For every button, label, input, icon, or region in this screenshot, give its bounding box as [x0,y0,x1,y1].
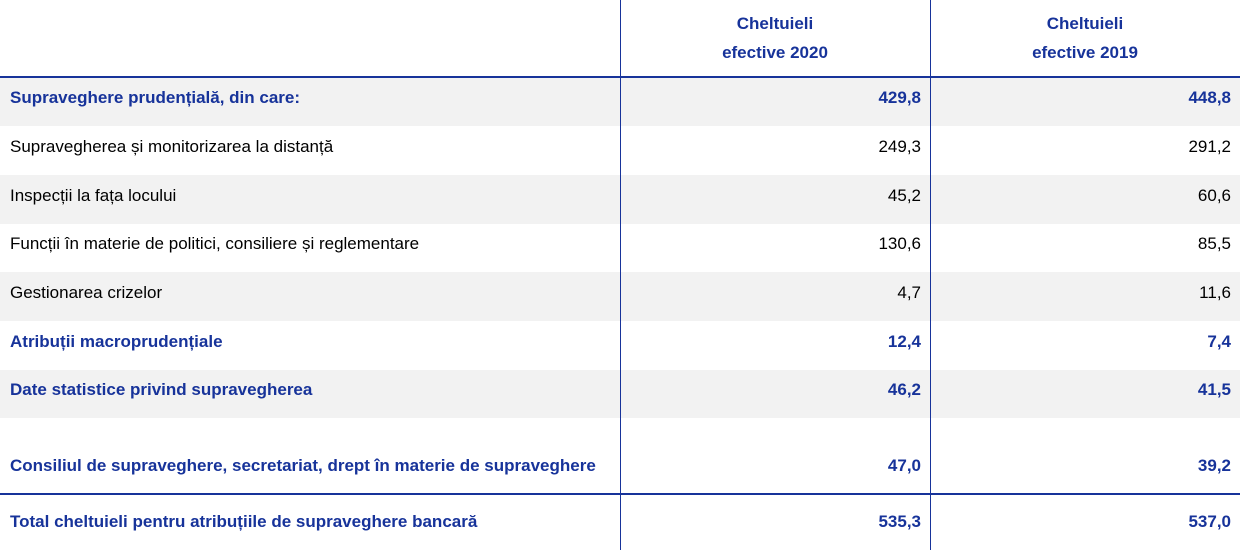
row-label: Supravegherea și monitorizarea la distan… [10,137,334,156]
row-value: 429,8 [878,88,921,107]
row-value: 448,8 [1188,88,1231,107]
table-row: Supravegherea și monitorizarea la distan… [0,126,1240,175]
column-divider [930,0,931,550]
column-header: Cheltuieli efective 2019 [1032,14,1138,62]
row-label: Consiliul de supraveghere, secretariat, … [10,456,596,475]
row-value: 11,6 [1199,283,1231,302]
row-value: 130,6 [878,234,921,253]
row-value: 85,5 [1197,234,1231,253]
row-label: Date statistice privind supravegherea [10,380,313,399]
row-value: 537,0 [1188,512,1231,531]
row-value: 60,6 [1197,186,1231,205]
row-label: Gestionarea crizelor [10,283,163,302]
row-value: 249,3 [878,137,921,156]
row-value: 39,2 [1197,456,1231,475]
row-label: Total cheltuieli pentru atribuțiile de s… [10,512,478,531]
row-value: 41,5 [1197,380,1231,399]
header-row: Cheltuieli efective 2020 Cheltuieli efec… [0,0,1240,76]
row-label: Atribuții macroprudențiale [10,332,223,351]
row-value: 12,4 [887,332,921,351]
row-label: Inspecții la fața locului [10,186,177,205]
row-value: 46,2 [887,380,921,399]
table-row: Atribuții macroprudențiale 12,4 7,4 [0,321,1240,370]
total-row: Total cheltuieli pentru atribuțiile de s… [0,494,1240,550]
table-row: Consiliul de supraveghere, secretariat, … [0,418,1240,494]
row-value: 291,2 [1188,137,1231,156]
row-label: Supraveghere prudențială, din care: [10,88,301,107]
row-value: 47,0 [887,456,921,475]
row-value: 535,3 [878,512,921,531]
row-value: 45,2 [887,186,921,205]
row-value: 4,7 [897,283,921,302]
column-divider [620,0,621,550]
row-label: Funcții în materie de politici, consilie… [10,234,420,253]
row-value: 7,4 [1207,332,1231,351]
table-row: Funcții în materie de politici, consilie… [0,224,1240,272]
column-header: Cheltuieli efective 2020 [722,14,828,62]
header-empty [0,0,620,76]
